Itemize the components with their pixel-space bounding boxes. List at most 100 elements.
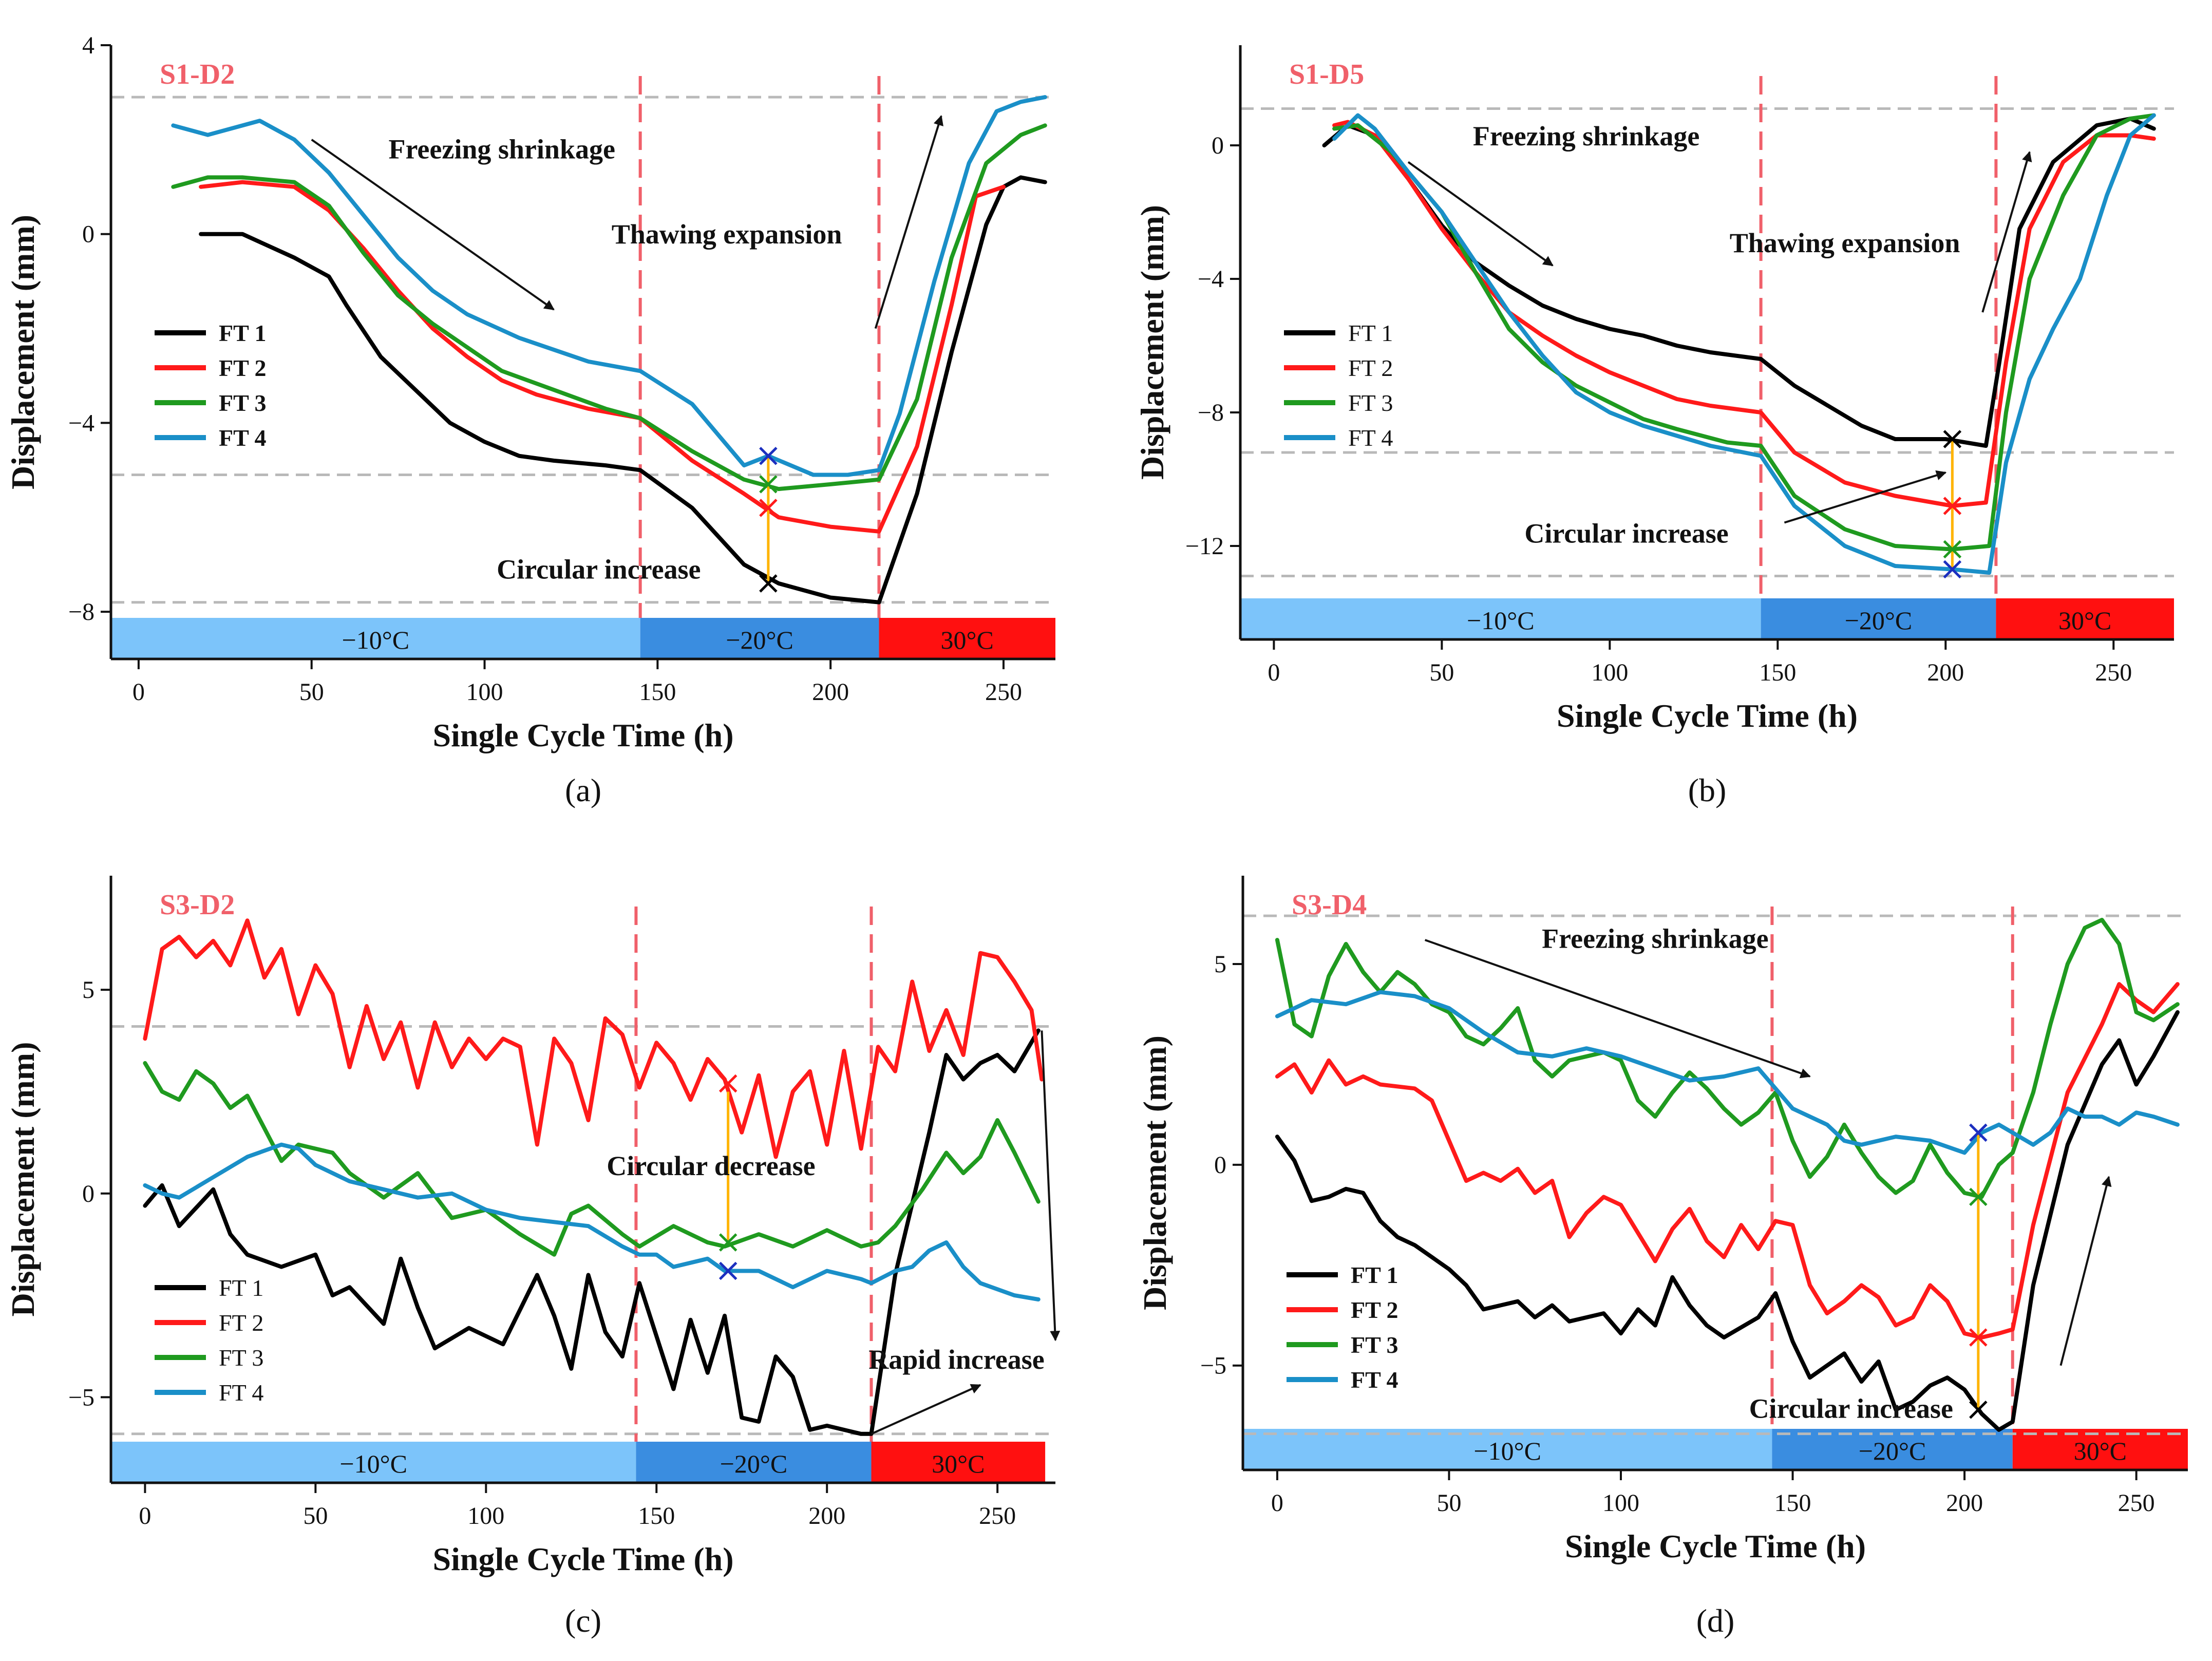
- chart-panel-d: −10°C −20°C 30°C Freezing shrinkage Circular…: [1137, 876, 2188, 1639]
- y-tick-label: −8: [1198, 399, 1224, 426]
- y-tick-label: 4: [82, 32, 94, 59]
- temperature-band: [1761, 598, 1996, 639]
- temperature-band: [2012, 1429, 2188, 1470]
- annotation-arrow: [311, 139, 555, 311]
- chart-title: S1-D2: [160, 59, 235, 90]
- series-line-ft4: [1332, 113, 2156, 575]
- x-tick-label: 50: [303, 1502, 328, 1530]
- series-line-ft1: [143, 1028, 1041, 1436]
- annotation-arrow: [874, 115, 943, 329]
- annotation-arrow: [871, 1384, 981, 1435]
- legend-label: FT 1: [219, 320, 266, 346]
- temperature-band-label: −20°C: [726, 626, 793, 654]
- x-axis-label: Single Cycle Time (h): [1557, 697, 1858, 734]
- x-tick-label: 0: [1268, 659, 1280, 686]
- legend-label: FT 2: [1348, 355, 1393, 381]
- temperature-band-label: −10°C: [342, 626, 410, 654]
- panel-caption: (c): [565, 1602, 601, 1639]
- annotation-text: Freezing shrinkage: [388, 134, 615, 165]
- x-tick-label: 150: [639, 678, 676, 706]
- x-tick-label: 50: [1436, 1489, 1461, 1517]
- annotation-text: Circular decrease: [607, 1150, 815, 1181]
- chart-title: S3-D4: [1292, 889, 1367, 921]
- x-tick-label: 0: [1271, 1489, 1283, 1517]
- chart-panel-b: −10°C −20°C 30°C Freezing shrinkage Thawing …: [1134, 45, 2174, 808]
- chart-title: S1-D5: [1289, 59, 1364, 90]
- temperature-band: [111, 1442, 636, 1483]
- temperature-band: [1772, 1429, 2013, 1470]
- annotation-arrow: [1424, 939, 1811, 1079]
- legend-label: FT 3: [219, 1345, 263, 1371]
- chart-panel-a: −10°C −20°C 30°C Freezing shrinkage Thawing …: [5, 32, 1055, 808]
- temperature-band: [1240, 598, 1761, 639]
- series-line-ft2: [1275, 982, 2180, 1339]
- x-axis-label: Single Cycle Time (h): [1565, 1528, 1866, 1564]
- legend-label: FT 3: [1348, 390, 1393, 416]
- y-tick-label: 0: [1214, 1152, 1226, 1179]
- x-tick-label: 0: [133, 678, 145, 706]
- cross-marker: [719, 1261, 738, 1280]
- x-tick-label: 250: [979, 1502, 1016, 1530]
- temperature-band-label: −20°C: [720, 1449, 788, 1478]
- series-line-ft3: [143, 1061, 1041, 1257]
- cross-marker: [1969, 1123, 1988, 1142]
- chart-panel-c: −10°C −20°C 30°C Circular decrease Rapid inc…: [5, 876, 1061, 1639]
- x-tick-label: 200: [812, 678, 849, 706]
- series-line-ft4: [143, 1142, 1041, 1301]
- annotation-text: Thawing expansion: [1730, 228, 1960, 258]
- x-tick-label: 200: [1927, 659, 1964, 686]
- y-axis-label: Displacement (mm): [5, 215, 41, 489]
- cross-marker: [1943, 560, 1962, 579]
- x-tick-label: 100: [1591, 659, 1628, 686]
- annotation-arrow: [1041, 1030, 1061, 1342]
- x-tick-label: 250: [985, 678, 1022, 706]
- x-tick-label: 50: [299, 678, 324, 706]
- legend-label: FT 4: [219, 425, 266, 451]
- series-line-ft1: [199, 175, 1047, 605]
- legend-label: FT 3: [219, 390, 266, 416]
- series-line-ft4: [171, 95, 1047, 477]
- legend-label: FT 1: [1351, 1262, 1398, 1288]
- panel-caption: (b): [1688, 772, 1727, 808]
- y-tick-label: −4: [68, 409, 94, 437]
- temperature-band: [640, 618, 879, 659]
- cross-marker: [759, 475, 778, 494]
- series-line-ft1: [1275, 1010, 2180, 1432]
- annotation-text: Thawing expansion: [612, 219, 842, 250]
- temperature-band-label: 30°C: [2058, 606, 2111, 635]
- temperature-band: [1243, 1429, 1772, 1470]
- x-tick-label: 100: [467, 1502, 504, 1530]
- cross-marker: [1969, 1187, 1988, 1206]
- series-line-ft3: [1275, 918, 2180, 1199]
- y-tick-label: 5: [82, 976, 94, 1004]
- series-line-ft2: [199, 180, 1006, 534]
- panel-caption: (d): [1696, 1602, 1735, 1639]
- temperature-band: [879, 618, 1055, 659]
- cross-marker: [1969, 1328, 1988, 1347]
- annotation-text: Freezing shrinkage: [1473, 121, 1699, 152]
- x-tick-label: 0: [139, 1502, 151, 1530]
- y-tick-label: −12: [1185, 533, 1224, 560]
- x-tick-label: 100: [466, 678, 503, 706]
- y-tick-label: 5: [1214, 951, 1226, 978]
- annotation-text: Circular increase: [497, 554, 701, 585]
- cross-marker: [759, 446, 778, 465]
- y-axis-label: Displacement (mm): [1134, 205, 1170, 480]
- annotation-text: Rapid increase: [868, 1344, 1045, 1375]
- cross-marker: [719, 1074, 738, 1093]
- cross-marker: [1943, 430, 1962, 448]
- series-line-ft4: [1275, 990, 2180, 1155]
- temperature-band-label: −20°C: [1845, 606, 1913, 635]
- y-tick-label: −5: [68, 1384, 94, 1411]
- x-tick-label: 250: [2095, 659, 2132, 686]
- cross-marker: [1969, 1400, 1988, 1419]
- y-axis-label: Displacement (mm): [1137, 1035, 1173, 1310]
- annotation-arrow: [1784, 470, 1947, 524]
- legend-label: FT 4: [219, 1380, 263, 1406]
- temperature-band: [636, 1442, 872, 1483]
- y-tick-label: 0: [82, 1180, 94, 1207]
- y-tick-label: 0: [1212, 132, 1224, 159]
- legend-label: FT 1: [1348, 320, 1393, 346]
- cross-marker: [759, 574, 778, 593]
